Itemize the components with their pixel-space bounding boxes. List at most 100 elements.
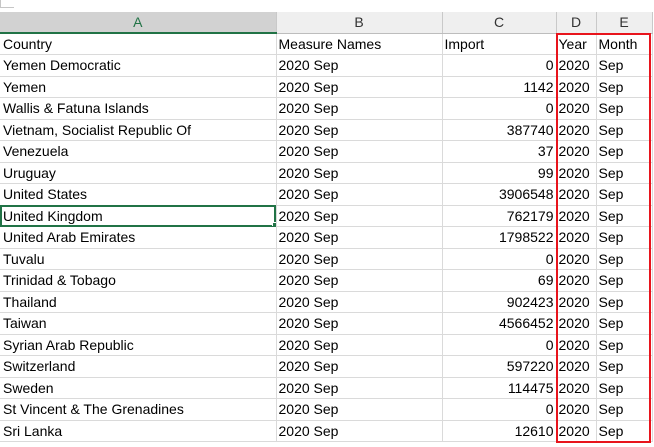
cell-year[interactable]: 2020 xyxy=(556,248,597,270)
cell-measure-name[interactable]: 2020 Sep xyxy=(276,54,443,77)
column-header-e[interactable]: E xyxy=(596,12,653,34)
cell-year[interactable]: 2020 xyxy=(556,183,597,206)
cell-import[interactable]: 1798522 xyxy=(442,226,557,249)
cell-header-import[interactable]: Import xyxy=(442,33,557,55)
cell-year[interactable]: 2020 xyxy=(556,76,597,98)
cell-month[interactable]: Sep xyxy=(596,97,653,120)
cell-month[interactable]: Sep xyxy=(596,76,653,98)
cell-import[interactable]: 1142 xyxy=(442,76,557,98)
cell-country[interactable]: St Vincent & The Grenadines xyxy=(0,398,277,421)
cell-import[interactable]: 0 xyxy=(442,97,557,120)
cell-measure-name[interactable]: 2020 Sep xyxy=(276,183,443,206)
cell-country[interactable]: United Kingdom xyxy=(0,205,277,227)
cell-measure-name[interactable]: 2020 Sep xyxy=(276,377,443,399)
cell-import[interactable]: 99 xyxy=(442,162,557,184)
cell-country[interactable]: Wallis & Fatuna Islands xyxy=(0,97,277,120)
cell-measure-name[interactable]: 2020 Sep xyxy=(276,97,443,120)
cell-measure-name[interactable]: 2020 Sep xyxy=(276,312,443,335)
cell-country[interactable]: Venezuela xyxy=(0,140,277,163)
cell-year[interactable]: 2020 xyxy=(556,140,597,163)
cell-month[interactable]: Sep xyxy=(596,291,653,313)
cell-import[interactable]: 762179 xyxy=(442,205,557,227)
cell-import[interactable]: 597220 xyxy=(442,355,557,378)
cell-month[interactable]: Sep xyxy=(596,398,653,421)
cell-month[interactable]: Sep xyxy=(596,205,653,227)
fill-handle[interactable] xyxy=(271,222,275,226)
cell-country[interactable]: Uruguay xyxy=(0,162,277,184)
cell-country[interactable]: Yemen Democratic xyxy=(0,54,277,77)
cell-measure-name[interactable]: 2020 Sep xyxy=(276,162,443,184)
cell-country[interactable]: Switzerland xyxy=(0,355,277,378)
cell-year[interactable]: 2020 xyxy=(556,226,597,249)
cell-year[interactable]: 2020 xyxy=(556,312,597,335)
cell-measure-name[interactable]: 2020 Sep xyxy=(276,398,443,421)
cell-header-measure[interactable]: Measure Names xyxy=(276,33,443,55)
cell-country[interactable]: Trinidad & Tobago xyxy=(0,269,277,292)
cell-import[interactable]: 0 xyxy=(442,248,557,270)
cell-country[interactable]: Yemen xyxy=(0,76,277,98)
cell-measure-name[interactable]: 2020 Sep xyxy=(276,140,443,163)
cell-import[interactable]: 12610 xyxy=(442,420,557,442)
cell-month[interactable]: Sep xyxy=(596,248,653,270)
cell-year[interactable]: 2020 xyxy=(556,420,597,442)
cell-year[interactable]: 2020 xyxy=(556,334,597,356)
cell-month[interactable]: Sep xyxy=(596,334,653,356)
cell-month[interactable]: Sep xyxy=(596,269,653,292)
cell-month[interactable]: Sep xyxy=(596,355,653,378)
cell-country[interactable]: United States xyxy=(0,183,277,206)
cell-measure-name[interactable]: 2020 Sep xyxy=(276,205,443,227)
cell-measure-name[interactable]: 2020 Sep xyxy=(276,226,443,249)
cell-country[interactable]: Vietnam, Socialist Republic Of xyxy=(0,119,277,141)
cell-year[interactable]: 2020 xyxy=(556,377,597,399)
cell-month[interactable]: Sep xyxy=(596,377,653,399)
cell-year[interactable]: 2020 xyxy=(556,398,597,421)
cell-measure-name[interactable]: 2020 Sep xyxy=(276,76,443,98)
cell-import[interactable]: 387740 xyxy=(442,119,557,141)
cell-month[interactable]: Sep xyxy=(596,312,653,335)
cell-month[interactable]: Sep xyxy=(596,183,653,206)
cell-measure-name[interactable]: 2020 Sep xyxy=(276,420,443,442)
cell-year[interactable]: 2020 xyxy=(556,119,597,141)
cell-month[interactable]: Sep xyxy=(596,54,653,77)
cell-year[interactable]: 2020 xyxy=(556,291,597,313)
cell-import[interactable]: 37 xyxy=(442,140,557,163)
cell-import[interactable]: 114475 xyxy=(442,377,557,399)
cell-import[interactable]: 3906548 xyxy=(442,183,557,206)
column-header-c[interactable]: C xyxy=(442,12,557,34)
cell-month[interactable]: Sep xyxy=(596,140,653,163)
cell-import[interactable]: 4566452 xyxy=(442,312,557,335)
cell-measure-name[interactable]: 2020 Sep xyxy=(276,119,443,141)
cell-month[interactable]: Sep xyxy=(596,119,653,141)
cell-measure-name[interactable]: 2020 Sep xyxy=(276,269,443,292)
cell-import[interactable]: 0 xyxy=(442,398,557,421)
column-header-a[interactable]: A xyxy=(0,12,277,34)
column-header-b[interactable]: B xyxy=(276,12,443,34)
cell-year[interactable]: 2020 xyxy=(556,355,597,378)
cell-country[interactable]: Thailand xyxy=(0,291,277,313)
cell-measure-name[interactable]: 2020 Sep xyxy=(276,291,443,313)
cell-country[interactable]: Sri Lanka xyxy=(0,420,277,442)
cell-measure-name[interactable]: 2020 Sep xyxy=(276,248,443,270)
cell-header-month[interactable]: Month xyxy=(596,33,653,55)
cell-country[interactable]: Tuvalu xyxy=(0,248,277,270)
cell-country[interactable]: Taiwan xyxy=(0,312,277,335)
cell-country[interactable]: United Arab Emirates xyxy=(0,226,277,249)
cell-import[interactable]: 0 xyxy=(442,54,557,77)
cell-month[interactable]: Sep xyxy=(596,420,653,442)
cell-import[interactable]: 0 xyxy=(442,334,557,356)
cell-year[interactable]: 2020 xyxy=(556,97,597,120)
column-header-d[interactable]: D xyxy=(556,12,597,34)
cell-year[interactable]: 2020 xyxy=(556,269,597,292)
cell-import[interactable]: 69 xyxy=(442,269,557,292)
cell-country[interactable]: Syrian Arab Republic xyxy=(0,334,277,356)
cell-import[interactable]: 902423 xyxy=(442,291,557,313)
cell-header-country[interactable]: Country xyxy=(0,33,277,55)
cell-year[interactable]: 2020 xyxy=(556,205,597,227)
cell-measure-name[interactable]: 2020 Sep xyxy=(276,355,443,378)
cell-country[interactable]: Sweden xyxy=(0,377,277,399)
cell-header-year[interactable]: Year xyxy=(556,33,597,55)
cell-year[interactable]: 2020 xyxy=(556,54,597,77)
cell-month[interactable]: Sep xyxy=(596,162,653,184)
cell-measure-name[interactable]: 2020 Sep xyxy=(276,334,443,356)
cell-month[interactable]: Sep xyxy=(596,226,653,249)
